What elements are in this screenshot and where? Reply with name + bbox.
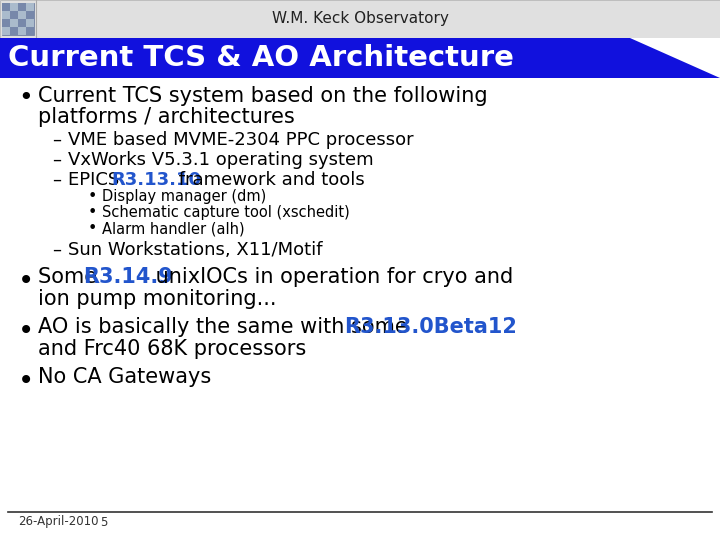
Text: 26-April-2010: 26-April-2010 [18,516,99,529]
Bar [2,11,10,19]
Text: •: • [88,205,97,220]
Text: and Frc40 68K processors: and Frc40 68K processors [38,339,306,359]
Text: 5: 5 [100,516,107,529]
Text: framework and tools: framework and tools [174,171,365,189]
Text: •: • [18,367,35,395]
Bar [26,3,34,11]
Text: –: – [52,171,61,189]
Text: R3.13.0Beta12: R3.13.0Beta12 [344,317,517,337]
Text: –: – [52,151,61,169]
Bar [26,19,34,27]
Text: Display manager (dm): Display manager (dm) [102,189,266,204]
Bar [0,0,720,38]
Bar [10,19,18,27]
Bar [18,19,26,27]
Text: Schematic capture tool (xschedit): Schematic capture tool (xschedit) [102,205,350,220]
Bar [2,27,10,35]
Text: Current TCS & AO Architecture: Current TCS & AO Architecture [8,44,514,72]
Text: VxWorks V5.3.1 operating system: VxWorks V5.3.1 operating system [68,151,374,169]
Text: No CA Gateways: No CA Gateways [38,367,211,387]
Polygon shape [0,38,720,78]
Text: R3.13.10: R3.13.10 [112,171,202,189]
Text: platforms / architectures: platforms / architectures [38,107,294,127]
Bar [10,27,18,35]
Text: •: • [18,317,35,345]
Bar [18,3,26,11]
Bar [10,11,18,19]
Text: •: • [88,189,97,204]
Text: Current TCS system based on the following: Current TCS system based on the followin… [38,86,487,106]
Bar [26,11,34,19]
Text: •: • [18,86,32,110]
Bar [2,19,10,27]
Text: W.M. Keck Observatory: W.M. Keck Observatory [271,11,449,26]
Text: –: – [52,131,61,149]
Bar [18,11,26,19]
Text: •: • [18,267,35,295]
Text: –: – [52,241,61,259]
Bar [10,3,18,11]
Bar [26,27,34,35]
Text: Some: Some [38,267,104,287]
Bar [2,3,34,35]
Text: unixIOCs in operation for cryo and: unixIOCs in operation for cryo and [149,267,513,287]
Text: AO is basically the same with some: AO is basically the same with some [38,317,415,337]
Text: Sun Workstations, X11/Motif: Sun Workstations, X11/Motif [68,241,323,259]
Text: VME based MVME-2304 PPC processor: VME based MVME-2304 PPC processor [68,131,413,149]
Text: •: • [88,221,97,236]
Text: Alarm handler (alh): Alarm handler (alh) [102,221,245,236]
Text: ion pump monitoring...: ion pump monitoring... [38,289,276,309]
Text: EPICS: EPICS [68,171,125,189]
Text: R3.14.9: R3.14.9 [83,267,173,287]
Bar [18,27,26,35]
Polygon shape [630,38,720,78]
Bar [2,3,10,11]
